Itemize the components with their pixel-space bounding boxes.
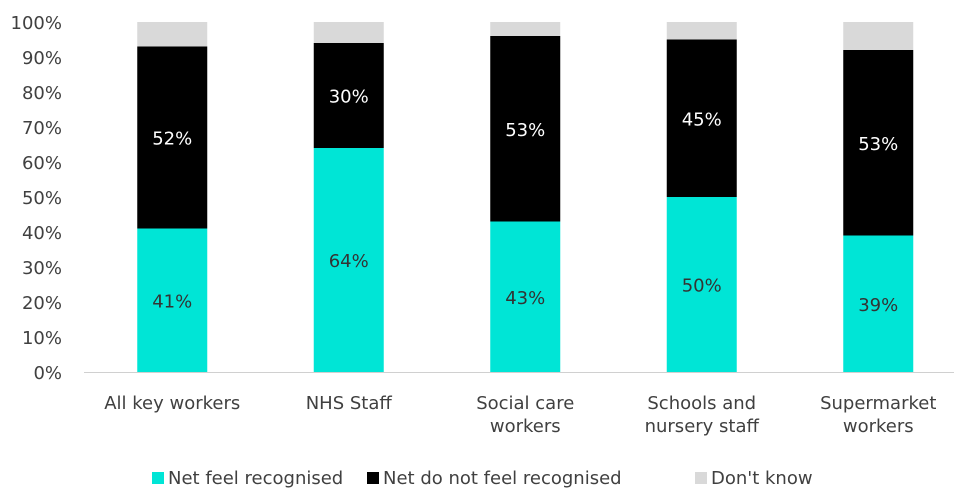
data-label: 50%: [682, 276, 722, 297]
y-tick-label: 0%: [33, 363, 62, 384]
data-label: 43%: [505, 288, 545, 309]
x-tick-label: All key workers: [104, 393, 240, 414]
data-label: 52%: [152, 129, 192, 150]
x-tick-label: Schools and nursery staff: [645, 393, 760, 437]
bar-segment: [137, 22, 208, 47]
legend-swatch: [695, 472, 707, 484]
y-tick-label: 70%: [22, 118, 62, 139]
bar-segment: [490, 221, 561, 372]
data-label: 64%: [329, 251, 369, 272]
y-axis: 0% 10% 20% 30% 40% 50% 60% 70% 80% 90% 100%: [11, 13, 62, 384]
bar-segment: [137, 46, 208, 229]
bar-segment: [843, 235, 914, 372]
data-label: 41%: [152, 291, 192, 312]
bar-segment: [313, 43, 384, 148]
x-tick-label: NHS Staff: [306, 393, 393, 414]
x-tick-label: Social care workers: [476, 393, 574, 437]
data-label: 30%: [329, 87, 369, 108]
y-tick-label: 30%: [22, 258, 62, 279]
bar-segment: [666, 197, 737, 372]
y-tick-label: 100%: [11, 13, 62, 34]
data-label: 53%: [505, 120, 545, 141]
legend: Net feel recognised Net do not feel recog…: [152, 468, 813, 489]
bar-segment: [313, 22, 384, 43]
x-tick-label: Supermarket workers: [820, 393, 936, 437]
y-tick-label: 40%: [22, 223, 62, 244]
legend-label: Don't know: [711, 468, 813, 489]
y-tick-label: 20%: [22, 293, 62, 314]
y-tick-label: 90%: [22, 48, 62, 69]
bar-segment: [490, 22, 561, 36]
data-label: 45%: [682, 109, 722, 130]
legend-swatch: [367, 472, 379, 484]
y-tick-label: 80%: [22, 83, 62, 104]
bars: 41% 52% 64% 30% 43% 53% 50% 45% 39% 53%: [137, 22, 914, 372]
y-tick-label: 50%: [22, 188, 62, 209]
legend-swatch: [152, 472, 164, 484]
legend-label: Net do not feel recognised: [383, 468, 622, 489]
y-tick-label: 10%: [22, 328, 62, 349]
bar-segment: [137, 228, 208, 372]
bar-segment: [843, 22, 914, 50]
data-label: 39%: [858, 295, 898, 316]
bar-segment: [313, 148, 384, 372]
data-label: 53%: [858, 134, 898, 155]
bar-segment: [666, 39, 737, 197]
x-axis: All key workers NHS Staff Social care worke…: [84, 372, 954, 437]
legend-label: Net feel recognised: [168, 468, 343, 489]
bar-segment: [490, 36, 561, 222]
bar-segment: [666, 22, 737, 40]
y-tick-label: 60%: [22, 153, 62, 174]
bar-segment: [843, 50, 914, 236]
